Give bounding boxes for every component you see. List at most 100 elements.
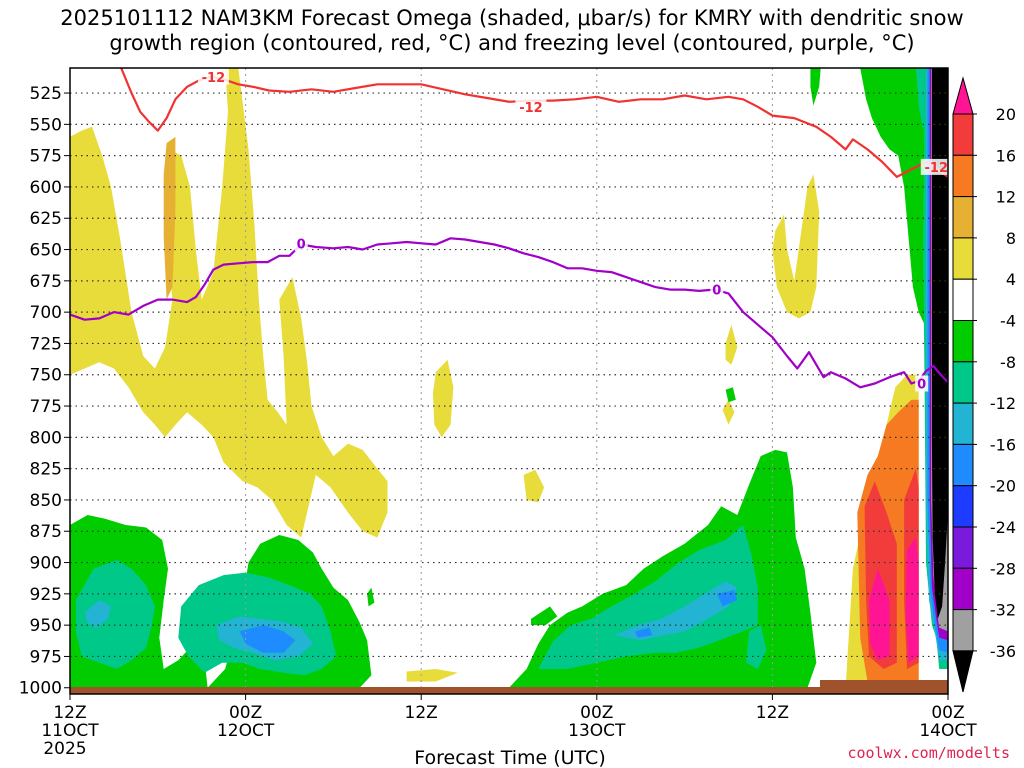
omega-region-cyan-lower-center xyxy=(614,581,738,641)
x-tick-label-12-2: 12OCT xyxy=(217,721,275,741)
colorbar-bin-16 xyxy=(952,113,974,156)
colorbar-label-16: 16 xyxy=(996,146,1016,165)
omega-region-cyan-lower-left xyxy=(84,600,111,628)
colorbar-bin--24 xyxy=(952,485,974,528)
omega-region-green-small-1 xyxy=(531,606,558,626)
contour-label-0: 0 xyxy=(712,284,721,299)
omega-region-yellow-small-blob xyxy=(523,469,545,503)
colorbar-label--8: -8 xyxy=(1000,353,1016,372)
omega-region-green-top-right xyxy=(860,68,928,331)
omega-region-yellow-dot-1 xyxy=(725,324,738,365)
x-tick-label-60-2: 14OCT xyxy=(919,721,977,741)
x-tick-label-0-3: 2025 xyxy=(43,739,86,759)
y-tick-label-900: 900 xyxy=(30,554,62,574)
omega-region-green-tiny-top xyxy=(810,68,821,106)
contour-label-0: 0 xyxy=(297,237,306,252)
colorbar-label--36: -36 xyxy=(990,642,1016,661)
y-tick-label-850: 850 xyxy=(30,491,62,511)
omega-region-teal-lower-center-2 xyxy=(746,625,767,669)
x-tick-label-0-1: 12Z xyxy=(53,703,86,723)
contour-label-bg--12-0 xyxy=(197,68,229,85)
colorbar-bin--36 xyxy=(952,609,974,652)
colorbar-label--4: -4 xyxy=(1000,312,1016,331)
plot-grid xyxy=(70,68,948,694)
omega-region-blue-lower-mid xyxy=(239,625,296,653)
omega-region-teal-lower-center xyxy=(538,525,758,669)
surface-ground xyxy=(70,680,948,694)
omega-region-magenta-lower-right xyxy=(869,568,890,661)
y-tick-label-700: 700 xyxy=(30,303,62,323)
contour-label--12: -12 xyxy=(925,161,949,176)
contour-label-bg--12-1 xyxy=(515,98,547,115)
colorbar-bin-12 xyxy=(952,154,974,198)
y-tick-label-875: 875 xyxy=(30,522,62,542)
contour-labels: -12 -12 -12 0 0 0 xyxy=(197,68,952,393)
contour-label-bg-0-1 xyxy=(710,281,724,298)
omega-region-yellow-bottom-left xyxy=(406,669,458,682)
colorbar-bin--20 xyxy=(952,443,974,487)
contour-label-0: 0 xyxy=(917,378,926,393)
omega-shading xyxy=(70,68,948,688)
omega-region-green-small-3 xyxy=(725,387,736,403)
colorbar-label-4: 4 xyxy=(1006,270,1016,289)
y-tick-label-775: 775 xyxy=(30,397,62,417)
colorbar-bin--28 xyxy=(952,526,974,569)
contour-label-bg--12-2 xyxy=(920,158,952,175)
omega-region-yellow-right-blob xyxy=(772,174,820,319)
chart-title-line-2: growth region (contoured, red, °C) and f… xyxy=(109,31,915,55)
y-axis: 525 550 575 600 625 650 675 700 725 750 775 800 825 8… xyxy=(19,84,70,699)
colorbar-bin-bottom xyxy=(952,650,974,693)
x-axis-label: Forecast Time (UTC) xyxy=(414,747,605,768)
omega-region-teal-lower-left xyxy=(75,560,155,669)
y-tick-label-550: 550 xyxy=(30,115,62,135)
colorbar-bin--16 xyxy=(952,402,974,445)
plot-frame xyxy=(69,67,949,695)
contour-0 xyxy=(70,237,948,389)
colorbar-bin--32 xyxy=(952,567,974,611)
colorbar-bin--4 xyxy=(952,278,974,322)
y-tick-label-950: 950 xyxy=(30,616,62,636)
colorbar-bin-top xyxy=(952,76,974,115)
colorbar-label--24: -24 xyxy=(990,518,1016,537)
contour-label--12: -12 xyxy=(202,71,226,86)
omega-region-blue-lower-center-2 xyxy=(634,627,653,638)
y-tick-label-625: 625 xyxy=(30,209,62,229)
chart-title-line-1: 2025101112 NAM3KM Forecast Omega (shaded… xyxy=(60,6,964,30)
y-tick-label-525: 525 xyxy=(30,84,62,104)
omega-region-yellow-upper-left xyxy=(70,68,388,538)
x-tick-label-12-1: 00Z xyxy=(229,703,262,723)
omega-region-green-small-2 xyxy=(367,587,375,607)
colorbar-label--32: -32 xyxy=(990,601,1016,620)
colorbar-label--16: -16 xyxy=(990,435,1016,454)
contour-label-bg-0-0 xyxy=(294,235,308,252)
colorbar-label--12: -12 xyxy=(990,394,1016,413)
colorbar-label-12: 12 xyxy=(996,188,1016,207)
omega-region-blue-lower-center xyxy=(716,590,738,607)
x-tick-label-36-2: 13OCT xyxy=(568,721,626,741)
colorbar-label--20: -20 xyxy=(990,477,1016,496)
colorbar: 20 16 12 8 4 -4 -8 -12 -16 -20 -24 -28 -32 -36 xyxy=(952,76,1016,693)
y-tick-label-975: 975 xyxy=(30,647,62,667)
y-tick-label-750: 750 xyxy=(30,366,62,386)
contour-label-bg-0-2 xyxy=(915,375,929,392)
y-tick-label-675: 675 xyxy=(30,272,62,292)
contour-label--12: -12 xyxy=(519,101,543,116)
colorbar-bin-8 xyxy=(952,196,974,239)
x-tick-label-60-1: 00Z xyxy=(931,703,964,723)
y-tick-label-800: 800 xyxy=(30,428,62,448)
colorbar-label--28: -28 xyxy=(990,559,1016,578)
credit-text: coolwx.com/modelts xyxy=(847,744,1010,762)
colorbar-bin--8 xyxy=(952,320,974,363)
y-tick-label-925: 925 xyxy=(30,585,62,605)
colorbar-label-8: 8 xyxy=(1006,229,1016,248)
x-tick-label-48-1: 12Z xyxy=(756,703,789,723)
y-tick-label-650: 650 xyxy=(30,241,62,261)
omega-region-yellow-mid-blob xyxy=(432,359,454,438)
x-tick-label-0-2: 11OCT xyxy=(41,721,99,741)
y-tick-label-725: 725 xyxy=(30,334,62,354)
y-tick-label-825: 825 xyxy=(30,460,62,480)
y-tick-label-600: 600 xyxy=(30,178,62,198)
omega-region-magenta-lower-right-2 xyxy=(905,537,919,663)
